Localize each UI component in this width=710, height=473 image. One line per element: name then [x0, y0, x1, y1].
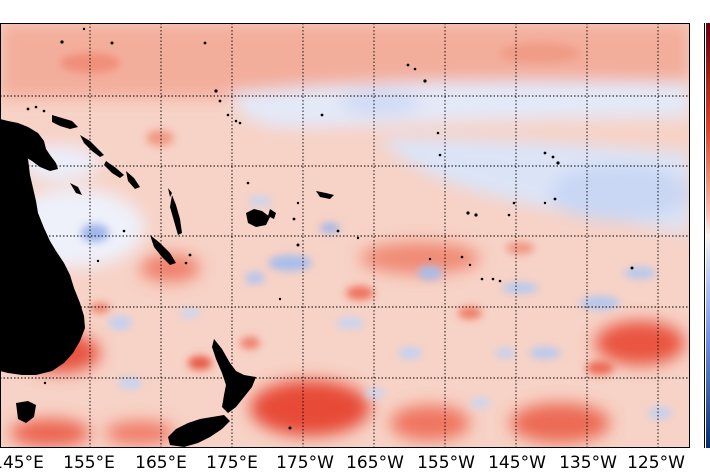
longitude-label: 165°E [135, 453, 187, 473]
papua-new-guinea [0, 119, 58, 171]
australia [0, 133, 85, 375]
map-border [0, 23, 690, 448]
longitude-label: 125°W [627, 453, 685, 473]
colorbar [704, 23, 710, 448]
longitude-label: 175°E [206, 453, 258, 473]
longitude-label: 145°W [488, 453, 546, 473]
graticule [0, 23, 690, 448]
longitude-label: 175°W [276, 453, 334, 473]
pacific-islands [26, 27, 634, 430]
longitude-label: 145°E [0, 453, 44, 473]
longitude-label: 165°W [346, 453, 404, 473]
new-caledonia [150, 235, 176, 265]
longitude-label: 155°E [63, 453, 115, 473]
colorbar-gradient [706, 23, 710, 448]
new-britain [52, 115, 78, 129]
longitude-label: 135°W [559, 453, 617, 473]
tasmania [16, 401, 36, 423]
land-masses [0, 27, 634, 447]
ocean-field [0, 23, 690, 448]
sst-anomaly-map [0, 23, 690, 448]
new-zealand-north-island [212, 339, 256, 413]
new-zealand-south-island [168, 415, 230, 447]
longitude-label: 155°W [417, 453, 475, 473]
